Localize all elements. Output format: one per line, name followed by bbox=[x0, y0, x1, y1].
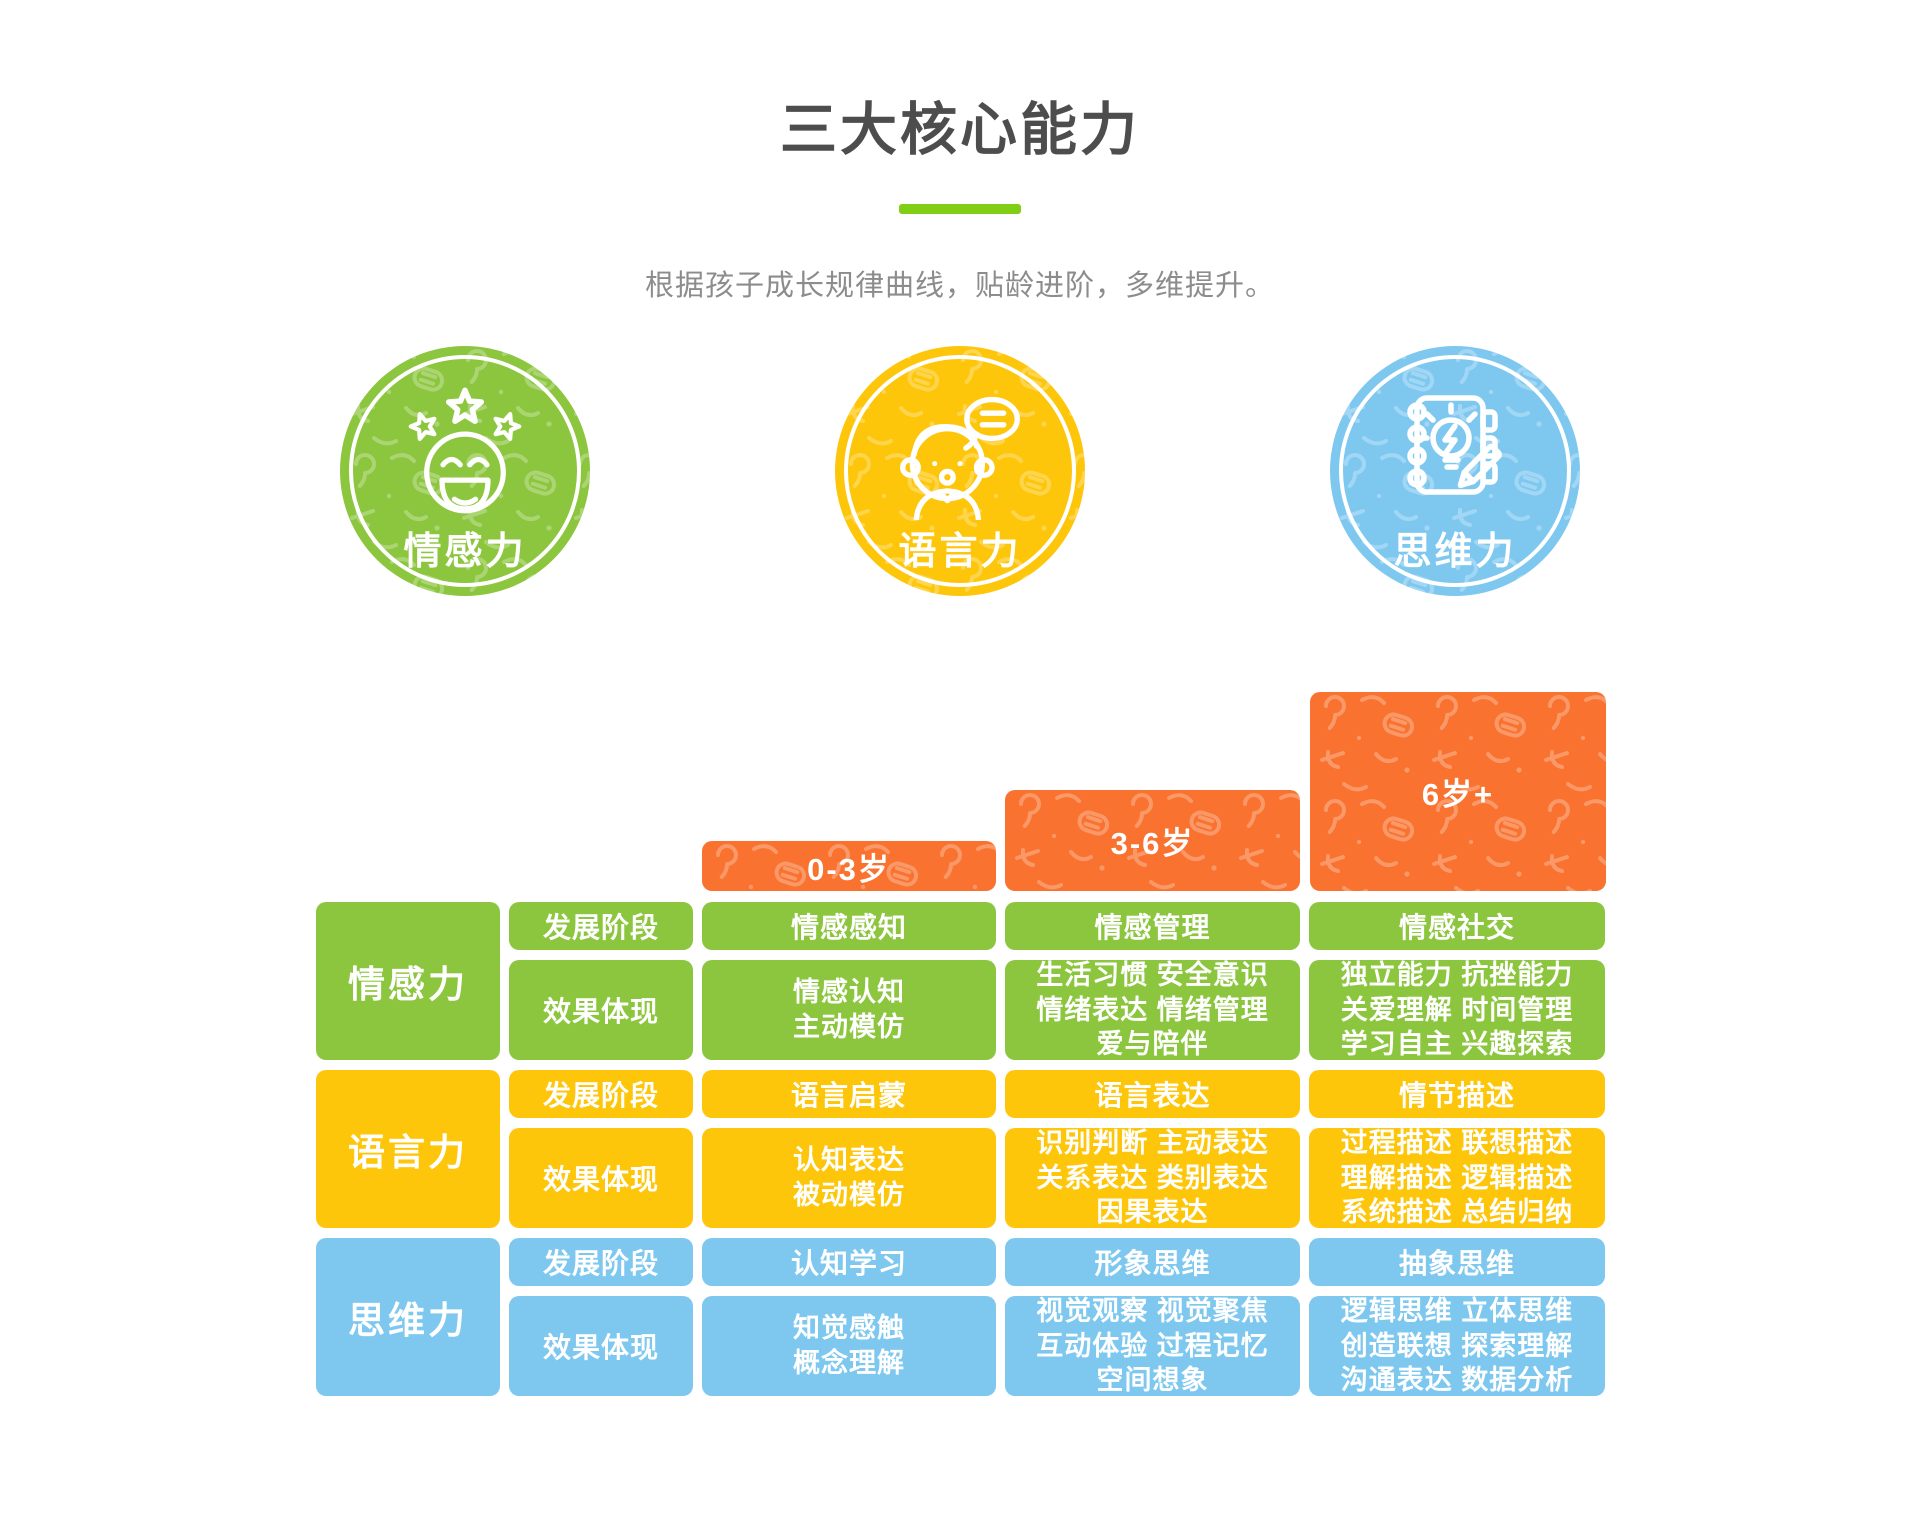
badge-inner-ring bbox=[349, 355, 581, 587]
stage-cell: 抽象思维 bbox=[1309, 1238, 1605, 1286]
badge-label: 情感力 bbox=[403, 531, 527, 573]
age-stage-label: 0-3岁 bbox=[807, 851, 891, 887]
stage-cell: 情感感知 bbox=[702, 902, 996, 950]
title-underline-decoration bbox=[899, 204, 1021, 214]
doodle-pattern bbox=[1310, 692, 1606, 891]
effect-cell: 过程描述 联想描述 理解描述 逻辑描述 系统描述 总结归纳 bbox=[1309, 1128, 1605, 1228]
group-label: 思维力 bbox=[316, 1238, 500, 1396]
age-stage-label: 3-6岁 bbox=[1110, 826, 1195, 861]
row-group-language: 语言力 发展阶段 语言启蒙 语言表达 情节描述 效果体现 认知表达 被动模仿 识… bbox=[316, 1070, 1605, 1228]
doodle-pattern bbox=[702, 841, 996, 891]
child-with-speech-bubble-icon bbox=[900, 396, 1020, 520]
age-stage-block-6-plus: 6岁+ bbox=[1310, 692, 1606, 891]
stage-cell: 认知学习 bbox=[702, 1238, 996, 1286]
row-group-thinking: 思维力 发展阶段 认知学习 形象思维 抽象思维 效果体现 知觉感触 概念理解 视… bbox=[316, 1238, 1605, 1396]
page-title: 三大核心能力 bbox=[780, 98, 1140, 162]
smiley-face-with-stars-icon bbox=[408, 387, 522, 514]
row-label-stage: 发展阶段 bbox=[509, 1238, 693, 1286]
age-stage-block-3-6: 3-6岁 bbox=[1005, 790, 1300, 891]
effect-cell: 视觉观察 视觉聚焦 互动体验 过程记忆 空间想象 bbox=[1005, 1296, 1300, 1396]
effect-cell: 知觉感触 概念理解 bbox=[702, 1296, 996, 1396]
effect-cell: 生活习惯 安全意识 情绪表达 情绪管理 爱与陪伴 bbox=[1005, 960, 1300, 1060]
stage-cell: 语言启蒙 bbox=[702, 1070, 996, 1118]
stage-cell: 情感管理 bbox=[1005, 902, 1300, 950]
stage-cell: 情感社交 bbox=[1309, 902, 1605, 950]
header: 三大核心能力 根据孩子成长规律曲线，贴龄进阶，多维提升。 bbox=[0, 0, 1920, 304]
badge-thinking-ability: 思维力 bbox=[1330, 346, 1580, 596]
group-label: 语言力 bbox=[316, 1070, 500, 1228]
effect-cell: 情感认知 主动模仿 bbox=[702, 960, 996, 1060]
row-group-emotion: 情感力 发展阶段 情感感知 情感管理 情感社交 效果体现 情感认知 主动模仿 生… bbox=[316, 902, 1605, 1060]
badge-label: 语言力 bbox=[898, 531, 1022, 573]
row-label-effect: 效果体现 bbox=[509, 1296, 693, 1396]
doodle-pattern bbox=[1005, 790, 1300, 891]
effect-cell: 认知表达 被动模仿 bbox=[702, 1128, 996, 1228]
row-label-stage: 发展阶段 bbox=[509, 1070, 693, 1118]
effect-cell: 识别判断 主动表达 关系表达 类别表达 因果表达 bbox=[1005, 1128, 1300, 1228]
badge-emotion-ability: 情感力 bbox=[340, 346, 590, 596]
age-stage-block-0-3: 0-3岁 bbox=[702, 841, 996, 891]
badge-inner-ring bbox=[1339, 355, 1571, 587]
group-label: 情感力 bbox=[316, 902, 500, 1060]
badge-inner-ring bbox=[844, 355, 1076, 587]
notebook-lightbulb-pencil-icon bbox=[1407, 395, 1502, 495]
effect-cell: 逻辑思维 立体思维 创造联想 探索理解 沟通表达 数据分析 bbox=[1309, 1296, 1605, 1396]
stage-cell: 形象思维 bbox=[1005, 1238, 1300, 1286]
age-stage-label: 6岁+ bbox=[1421, 777, 1495, 812]
badge-label: 思维力 bbox=[1393, 531, 1517, 573]
ability-matrix: 情感力 发展阶段 情感感知 情感管理 情感社交 效果体现 情感认知 主动模仿 生… bbox=[316, 902, 1605, 1396]
stage-cell: 情节描述 bbox=[1309, 1070, 1605, 1118]
badge-language-ability: 语言力 bbox=[835, 346, 1085, 596]
effect-cell: 独立能力 抗挫能力 关爱理解 时间管理 学习自主 兴趣探索 bbox=[1309, 960, 1605, 1060]
row-label-stage: 发展阶段 bbox=[509, 902, 693, 950]
row-label-effect: 效果体现 bbox=[509, 1128, 693, 1228]
row-label-effect: 效果体现 bbox=[509, 960, 693, 1060]
page-subtitle: 根据孩子成长规律曲线，贴龄进阶，多维提升。 bbox=[644, 270, 1275, 302]
stage-cell: 语言表达 bbox=[1005, 1070, 1300, 1118]
